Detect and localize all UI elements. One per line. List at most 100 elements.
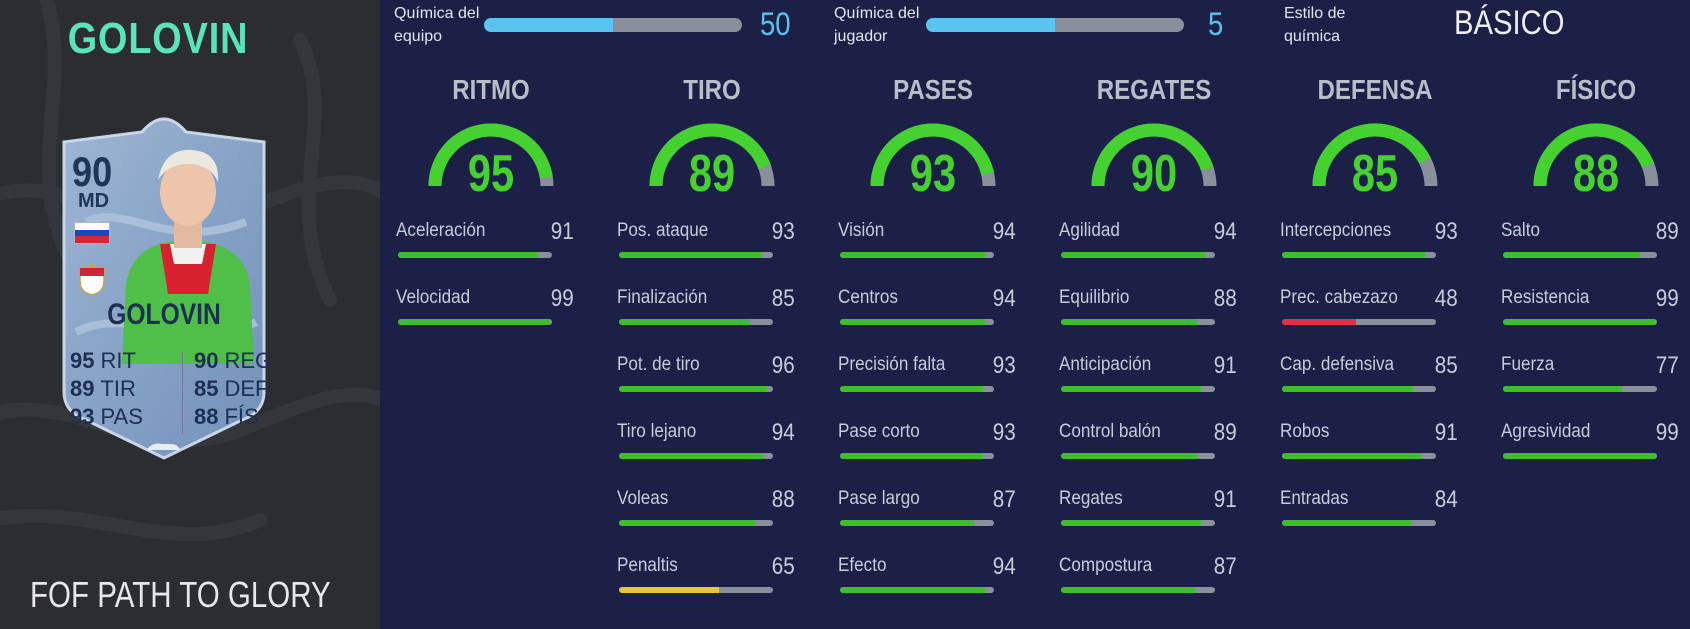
stat-finalizacion: Finalización 85 bbox=[617, 285, 807, 327]
card-stats-divider bbox=[182, 352, 183, 434]
stat-bar-fill bbox=[619, 520, 755, 526]
stat-value: 99 bbox=[1656, 285, 1679, 312]
stat-label: Control balón bbox=[1059, 421, 1161, 442]
stat-value: 89 bbox=[1656, 218, 1679, 245]
stat-bar bbox=[1503, 453, 1657, 459]
stat-aceleracion: Aceleración 91 bbox=[396, 218, 586, 260]
gauge-fill bbox=[1312, 123, 1431, 187]
stat-control-balon: Control balón 89 bbox=[1059, 419, 1249, 461]
stat-value: 96 bbox=[772, 352, 795, 379]
stat-bar bbox=[619, 386, 773, 392]
stat-regates: Regates 91 bbox=[1059, 486, 1249, 528]
card-stat-reg: 90 REG bbox=[194, 348, 273, 373]
category-title: PASES bbox=[893, 74, 973, 105]
stat-value: 85 bbox=[1435, 352, 1458, 379]
stat-tiro-lejano: Tiro lejano 94 bbox=[617, 419, 807, 461]
stat-value: 87 bbox=[1214, 553, 1237, 580]
stat-value: 94 bbox=[993, 553, 1016, 580]
stat-salto: Salto 89 bbox=[1501, 218, 1690, 260]
stat-bar-fill bbox=[840, 252, 985, 258]
card-stat-tir: 89 TIR bbox=[70, 376, 136, 401]
stat-bar bbox=[1061, 587, 1215, 593]
russia-flag-icon bbox=[74, 222, 110, 244]
stat-bar bbox=[1503, 319, 1657, 325]
stat-label: Visión bbox=[838, 220, 885, 241]
category-title: FÍSICO bbox=[1555, 74, 1637, 105]
stat-value: 88 bbox=[772, 486, 795, 513]
stat-agresividad: Agresividad 99 bbox=[1501, 419, 1690, 461]
stat-bar-fill bbox=[619, 587, 720, 593]
category-value: 90 bbox=[1130, 145, 1178, 203]
stat-bar bbox=[840, 319, 994, 325]
stat-value: 84 bbox=[1435, 486, 1458, 513]
stat-label: Centros bbox=[838, 287, 898, 308]
stat-equilibrio: Equilibrio 88 bbox=[1059, 285, 1249, 327]
gauge-fill bbox=[649, 123, 771, 187]
stat-value: 91 bbox=[1214, 486, 1237, 513]
chemistry-style-label: Estilo de química bbox=[1284, 5, 1346, 45]
category-value: 89 bbox=[688, 145, 736, 203]
stat-vision: Visión 94 bbox=[838, 218, 1028, 260]
stat-value: 99 bbox=[551, 285, 574, 312]
stat-bar bbox=[1061, 252, 1215, 258]
stat-bar-fill bbox=[619, 453, 764, 459]
player-card[interactable]: 90 MD GOLOVIN 95 RIT 89 TIR 93 PAS 90 REG 85… bbox=[46, 102, 282, 468]
stat-bar bbox=[398, 252, 552, 258]
gauge-fill bbox=[428, 123, 553, 187]
category-gauge bbox=[428, 123, 554, 187]
category-title: RITMO bbox=[452, 74, 530, 105]
stat-centros: Centros 94 bbox=[838, 285, 1028, 327]
category-value: 85 bbox=[1351, 145, 1399, 203]
player-panel: GOLOVIN 90 MD bbox=[0, 0, 380, 629]
stat-label: Robos bbox=[1280, 421, 1330, 442]
stat-label: Intercepciones bbox=[1280, 220, 1392, 241]
stat-agilidad: Agilidad 94 bbox=[1059, 218, 1249, 260]
stat-label: Finalización bbox=[617, 287, 708, 308]
stat-bar bbox=[1503, 252, 1657, 258]
stat-bar bbox=[840, 386, 994, 392]
category-regates: REGATES 90 Agilidad 94 Equilibrio 88 Anticipac… bbox=[1059, 72, 1249, 629]
stat-cap-defensiva: Cap. defensiva 85 bbox=[1280, 352, 1470, 394]
stat-value: 93 bbox=[993, 352, 1016, 379]
stat-label: Agilidad bbox=[1059, 220, 1120, 241]
stat-value: 94 bbox=[993, 218, 1016, 245]
stat-bar-fill bbox=[1282, 319, 1356, 325]
stat-bar-fill bbox=[840, 386, 984, 392]
stat-bar bbox=[619, 252, 773, 258]
stat-bar-fill bbox=[1061, 453, 1199, 459]
stat-bar-fill bbox=[619, 386, 767, 392]
stat-value: 94 bbox=[1214, 218, 1237, 245]
player-name: GOLOVIN bbox=[67, 14, 249, 63]
stat-bar bbox=[1282, 520, 1436, 526]
stat-bar bbox=[398, 319, 552, 325]
stat-value: 94 bbox=[993, 285, 1016, 312]
player-chemistry-bar bbox=[926, 18, 1184, 32]
stat-bar-fill bbox=[398, 252, 539, 258]
gauge-fill bbox=[1091, 123, 1214, 187]
card-stat-def: 85 DEF bbox=[194, 376, 269, 401]
stat-bar bbox=[619, 520, 773, 526]
stat-bar bbox=[1503, 386, 1657, 392]
card-position: MD bbox=[78, 190, 110, 212]
promo-name: FOF PATH TO GLORY bbox=[30, 574, 331, 615]
stat-pot-de-tiro: Pot. de tiro 96 bbox=[617, 352, 807, 394]
stat-label: Fuerza bbox=[1501, 354, 1555, 375]
stat-bar-fill bbox=[1282, 252, 1426, 258]
category-pases: PASES 93 Visión 94 Centros 94 Precisión falta 9… bbox=[838, 72, 1028, 629]
stat-label: Aceleración bbox=[396, 220, 486, 241]
stat-anticipacion: Anticipación 91 bbox=[1059, 352, 1249, 394]
player-image bbox=[122, 149, 254, 364]
stat-label: Salto bbox=[1501, 220, 1540, 241]
stat-label: Agresividad bbox=[1501, 421, 1591, 442]
stat-value: 99 bbox=[1656, 419, 1679, 446]
monaco-badge-icon bbox=[79, 263, 105, 296]
stat-precision-falta: Precisión falta 93 bbox=[838, 352, 1028, 394]
stat-label: Penaltis bbox=[617, 555, 678, 576]
stat-bar bbox=[619, 319, 773, 325]
stat-bar-fill bbox=[1503, 319, 1656, 325]
stat-bar bbox=[1282, 252, 1436, 258]
category-gauge bbox=[1312, 123, 1438, 187]
stat-resistencia: Resistencia 99 bbox=[1501, 285, 1690, 327]
card-rating: 90 bbox=[72, 148, 113, 195]
category-value: 95 bbox=[467, 145, 515, 203]
